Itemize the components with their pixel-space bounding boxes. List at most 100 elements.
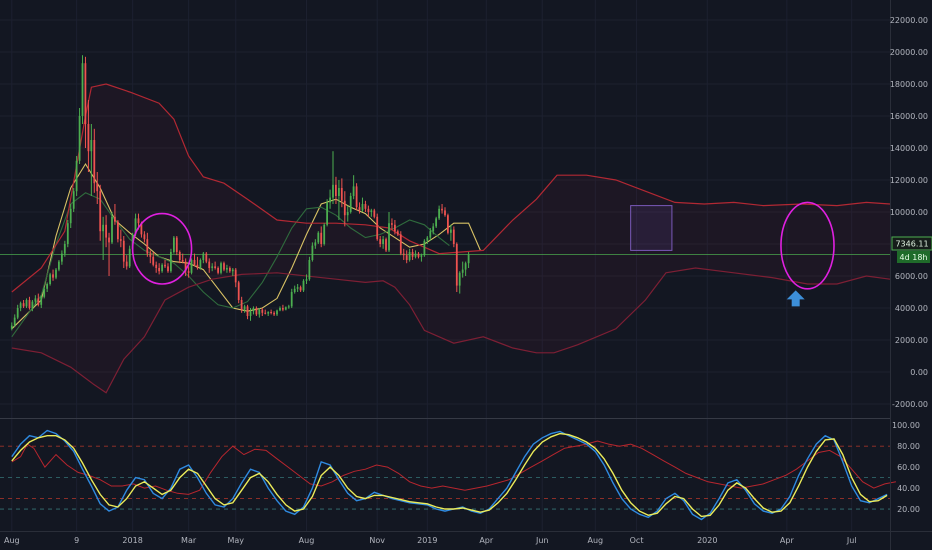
candle-body [143,234,146,240]
candle-body [332,184,334,198]
candle-body [22,303,25,307]
candle-body [167,266,169,272]
candle-body [19,303,22,308]
candle-body [349,196,352,212]
candle-body [128,248,131,267]
time-tick-label: 2018 [122,536,142,545]
time-axis[interactable]: Aug 9 2018 Mar May Aug Nov 2019 Apr Jun Aug Oct 2020… [4,536,857,545]
candle-body [299,287,302,291]
candle-body [108,237,110,243]
candle-body [137,218,140,224]
candle-body [96,183,99,192]
oscillator-axis[interactable]: 20.00 40.00 60.00 80.00 100.00 [892,421,920,514]
candle-body [338,188,340,196]
candle-body [252,308,255,312]
candle-body [414,253,417,257]
candle-body [234,269,237,283]
candle-body [178,252,181,260]
candle-body [55,269,57,278]
candle-body [293,288,296,292]
price-tick-label: 18000.00 [890,80,928,89]
price-tick-label: 10000.00 [890,208,928,217]
candle-body [84,63,87,124]
bar-countdown-label: 4d 18h [900,253,928,262]
time-tick-label: Oct [630,536,644,545]
oscillator-tick-label: 80.00 [897,442,920,451]
candle-body [105,224,107,238]
ma-line [11,162,481,330]
current-price-badge [891,236,932,251]
candle-body [223,263,225,270]
candle-body [155,264,158,268]
candle-body [394,224,396,232]
candle-body [158,268,160,272]
candle-body [373,210,376,217]
candle-body [367,208,370,212]
candle-body [49,274,51,284]
candle-body [320,232,323,244]
candle-body [408,252,411,260]
annotation-box [630,205,673,251]
candle-body [455,244,458,286]
candle-body [99,191,102,232]
candle-body [78,116,81,161]
price-tick-label: 6000.00 [895,272,928,281]
oscillator-pane [0,429,896,521]
candle-body [37,298,40,305]
candle-body [402,253,405,256]
time-tick-label: May [227,536,244,545]
candle-body [385,239,387,251]
candle-body [217,268,219,273]
candle-body [34,298,37,302]
candle-body [273,312,275,315]
candle-body [111,216,113,243]
candle-body [66,223,69,244]
candle-body [72,191,75,209]
candle-body [287,306,290,308]
oscillator-tick-label: 60.00 [897,463,920,472]
time-tick-label: Aug [299,536,315,545]
candle-body [355,186,358,208]
candle-body [114,216,116,222]
candle-body [170,252,172,272]
candle-body [249,311,252,316]
candle-body [25,300,28,307]
candle-body [52,274,54,278]
candle-body [63,244,66,254]
candle-body [261,309,264,313]
candle-body [435,218,437,227]
candle-body [432,226,435,232]
candle-body [81,63,84,116]
price-pane [0,0,891,531]
candle-body [311,245,314,260]
arrow-up-icon [786,290,805,307]
candle-body [267,312,270,314]
price-tick-label: 2000.00 [895,336,928,345]
price-tick-label: -2000.00 [892,400,928,409]
candle-body [90,140,93,152]
candle-body [335,184,337,196]
annotation-circle [131,212,193,285]
time-tick-label: Jul [846,536,857,545]
candle-body [361,204,364,211]
time-tick-label: Aug [4,536,20,545]
oscillator-tick-label: 100.00 [892,421,920,430]
candle-body [376,216,379,240]
candle-body [46,284,48,289]
candle-body [181,260,184,262]
candle-body [276,310,278,315]
candle-body [317,232,320,243]
time-tick-label: Jun [535,536,549,545]
time-tick-label: Mar [181,536,197,545]
candle-body [93,140,96,184]
candle-body [87,124,90,152]
candle-body [31,301,34,308]
price-tick-label: 20000.00 [890,48,928,57]
bar-countdown-badge [897,251,930,263]
candle-body [208,261,211,268]
candle-body [140,223,143,235]
current-price-marker: 7346.11 4d 18h [891,236,932,263]
candle-body [370,210,373,212]
time-tick-label: Apr [479,536,494,545]
